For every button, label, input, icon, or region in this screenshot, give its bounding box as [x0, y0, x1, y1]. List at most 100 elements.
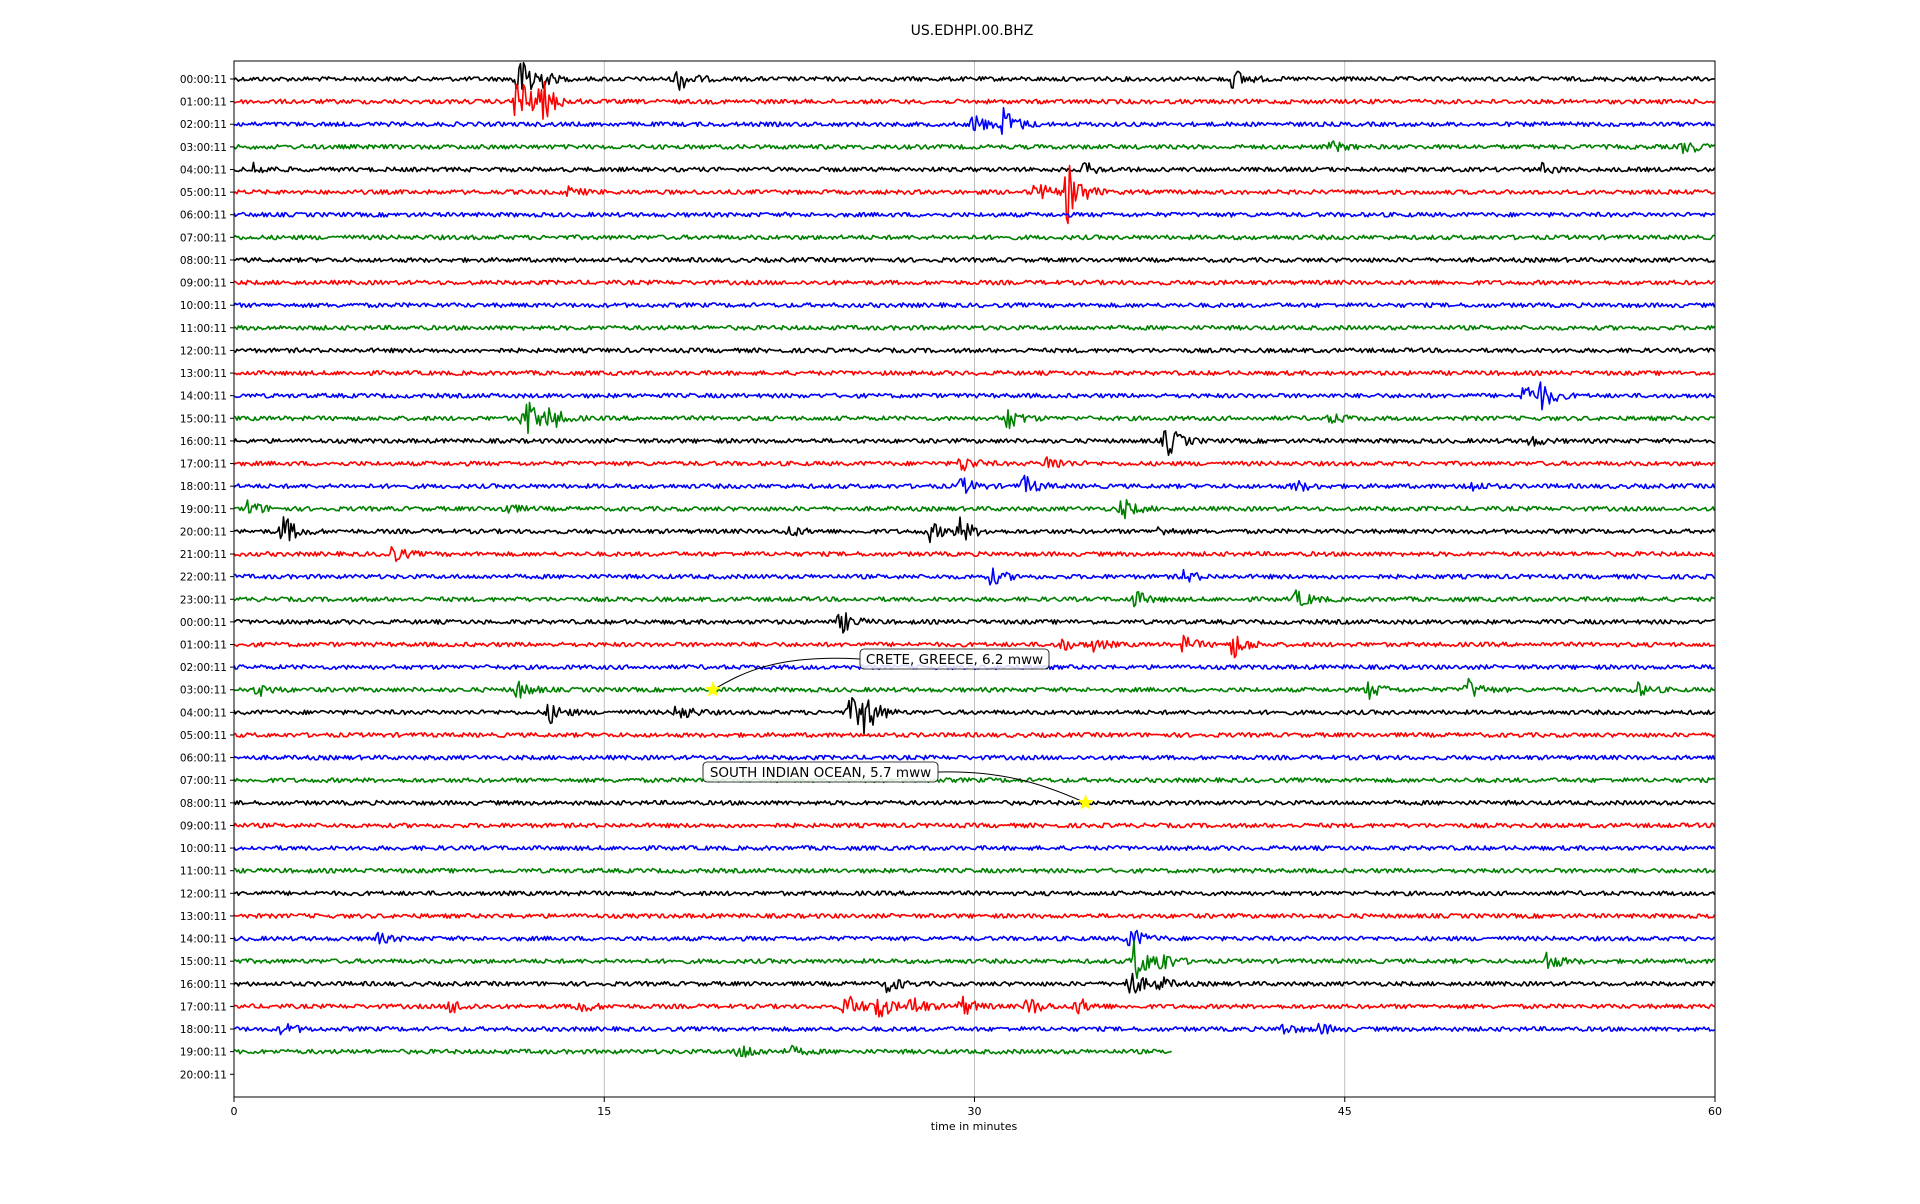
y-tick-label: 20:00:11: [180, 526, 227, 538]
x-tick-label: 30: [968, 1105, 982, 1118]
seismic-trace: [233, 777, 1715, 784]
y-tick-label: 14:00:11: [180, 934, 227, 946]
event-star-marker: [1077, 794, 1094, 810]
seismic-trace: [233, 940, 1715, 980]
y-tick-label: 18:00:11: [180, 481, 227, 493]
y-tick-label: 01:00:11: [180, 640, 227, 652]
grid-lines: [603, 61, 1346, 1097]
x-axis-ticks: 0 15 30 45 60: [231, 1097, 1722, 1118]
seismic-trace: [233, 697, 1715, 735]
event-star-marker: [704, 680, 722, 697]
x-axis-label: time in minutes: [931, 1120, 1018, 1133]
y-tick-label: 15:00:11: [180, 413, 227, 425]
y-tick-label: 15:00:11: [180, 956, 227, 968]
seismic-trace: [233, 546, 1715, 563]
y-tick-label: 18:00:11: [180, 1024, 227, 1036]
y-tick-label: 07:00:11: [180, 775, 227, 787]
seismic-trace: [233, 257, 1716, 263]
y-tick-label: 19:00:11: [180, 504, 227, 516]
seismic-trace: [233, 799, 1715, 806]
seismic-trace: [233, 567, 1716, 586]
y-tick-label: 11:00:11: [180, 323, 227, 335]
seismic-trace: [233, 347, 1716, 354]
seismic-trace: [233, 456, 1715, 472]
annotation-connector: [937, 771, 1086, 804]
y-tick-label: 17:00:11: [180, 459, 227, 471]
y-tick-label: 13:00:11: [180, 368, 227, 380]
seismic-trace: [233, 972, 1716, 994]
annotation-box: [702, 761, 939, 783]
chart-title: US.EDHPI.00.BHZ: [911, 23, 1034, 39]
y-tick-label: 20:00:11: [180, 1069, 227, 1081]
y-tick-label: 05:00:11: [180, 730, 227, 742]
seismic-trace: [233, 370, 1715, 377]
y-tick-label: 10:00:11: [180, 300, 227, 312]
seismic-trace: [233, 401, 1715, 434]
y-tick-label: 23:00:11: [180, 594, 227, 606]
y-tick-label: 21:00:11: [180, 549, 227, 561]
y-tick-label: 04:00:11: [180, 164, 227, 176]
seismic-trace: [233, 677, 1715, 700]
seismic-trace: [233, 890, 1716, 897]
annotation-label: CRETE, GREECE, 6.2 mww: [866, 652, 1043, 668]
x-tick-label: 15: [597, 1105, 611, 1118]
y-tick-label: 08:00:11: [180, 798, 227, 810]
y-tick-label: 14:00:11: [180, 391, 227, 403]
y-tick-label: 07:00:11: [180, 232, 227, 244]
seismic-traces: [233, 61, 1716, 1058]
seismic-trace: [233, 107, 1716, 135]
y-tick-label: 09:00:11: [180, 820, 227, 832]
y-tick-label: 10:00:11: [180, 843, 227, 855]
y-tick-label: 22:00:11: [180, 572, 227, 584]
x-tick-label: 60: [1708, 1105, 1722, 1118]
y-tick-label: 11:00:11: [180, 866, 227, 878]
y-tick-label: 08:00:11: [180, 255, 227, 267]
x-tick-label: 45: [1338, 1105, 1352, 1118]
seismic-trace: [233, 822, 1716, 829]
seismic-trace: [233, 912, 1716, 919]
seismic-trace: [233, 589, 1715, 608]
y-tick-label: 02:00:11: [180, 119, 227, 131]
y-tick-label: 05:00:11: [180, 187, 227, 199]
seismic-trace: [233, 80, 1716, 120]
row-time-labels: 00:00:11 01:00:11 02:00:11 03:00:11 04:00:11…: [180, 74, 234, 1081]
y-tick-label: 03:00:11: [180, 142, 227, 154]
y-tick-label: 09:00:11: [180, 278, 227, 290]
seismic-trace: [233, 634, 1715, 659]
y-tick-label: 16:00:11: [180, 979, 227, 991]
seismic-trace: [233, 324, 1716, 331]
y-tick-label: 06:00:11: [180, 210, 227, 222]
y-tick-label: 02:00:11: [180, 662, 227, 674]
seismic-trace: [233, 754, 1716, 761]
x-tick-label: 0: [231, 1105, 238, 1118]
seismic-trace: [233, 430, 1715, 456]
seismic-trace: [233, 732, 1716, 738]
seismic-trace: [233, 1022, 1715, 1036]
annotation-label: SOUTH INDIAN OCEAN, 5.7 mww: [710, 765, 931, 781]
seismic-trace: [233, 612, 1715, 634]
y-tick-label: 04:00:11: [180, 707, 227, 719]
seismic-trace: [233, 234, 1715, 241]
seismic-trace: [233, 1044, 1172, 1058]
seismic-trace: [233, 516, 1716, 544]
y-tick-label: 00:00:11: [180, 617, 227, 629]
seismic-trace: [233, 929, 1716, 947]
y-tick-label: 00:00:11: [180, 74, 227, 86]
event-annotations: CRETE, GREECE, 6.2 mww SOUTH INDIAN OCEAN…: [702, 648, 1094, 810]
seismic-trace: [233, 867, 1716, 874]
y-tick-label: 01:00:11: [180, 97, 227, 109]
y-tick-label: 12:00:11: [180, 345, 227, 357]
seismic-trace: [233, 279, 1715, 286]
seismic-trace: [233, 995, 1715, 1018]
seismic-trace: [233, 61, 1715, 91]
seismic-trace: [233, 474, 1716, 494]
seismic-trace: [233, 161, 1716, 175]
y-tick-label: 17:00:11: [180, 1001, 227, 1013]
y-tick-label: 13:00:11: [180, 911, 227, 923]
y-tick-label: 16:00:11: [180, 436, 227, 448]
seismic-trace: [233, 381, 1716, 411]
seismic-trace: [233, 211, 1715, 218]
annotation-box: [859, 648, 1050, 670]
